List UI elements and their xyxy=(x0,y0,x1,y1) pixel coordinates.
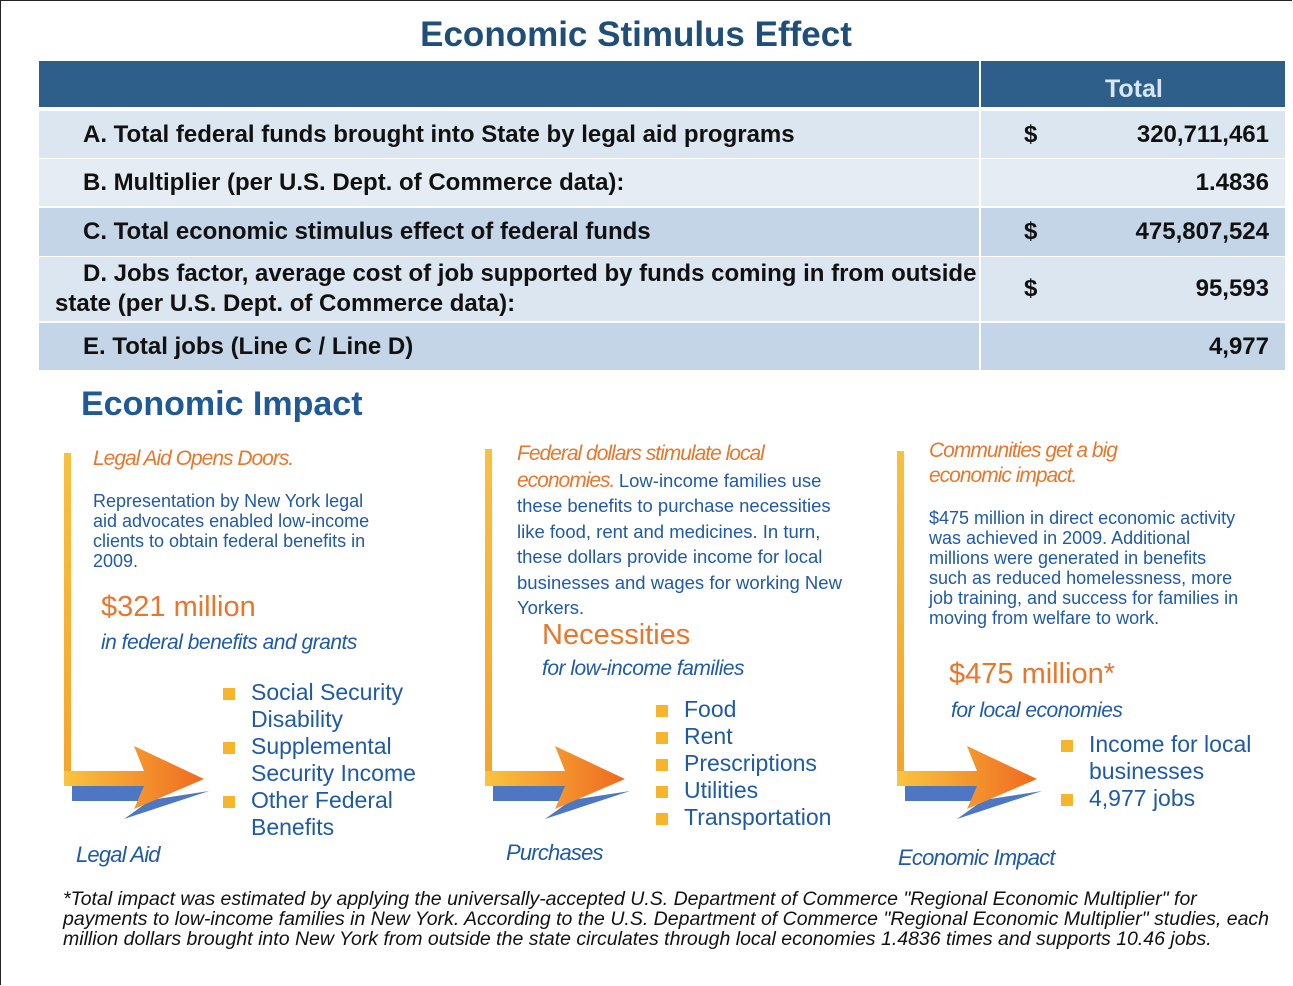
row-value: 95,593 xyxy=(1195,275,1269,302)
column-caption: for local economies xyxy=(951,699,1123,722)
divider xyxy=(979,159,981,206)
table-title: Economic Stimulus Effect xyxy=(420,15,852,54)
arrow-3 xyxy=(897,451,1042,819)
column-heading: Legal Aid Opens Doors. xyxy=(93,447,294,470)
column-text: Federal dollars stimulate local economie… xyxy=(517,441,852,622)
table-header: Total xyxy=(39,61,1285,107)
divider xyxy=(979,323,981,370)
column-label: Legal Aid xyxy=(76,842,161,867)
column-amount: Necessities xyxy=(542,619,691,651)
header-total: Total xyxy=(1105,75,1163,103)
column-heading: Communities get a big economic impact. xyxy=(929,439,1118,487)
bullet-list: Social Security Disability Supplemental S… xyxy=(223,679,423,841)
column-amount: $475 million* xyxy=(949,658,1116,690)
bullet-item: 4,977 jobs xyxy=(1061,785,1281,812)
row-value: 475,807,524 xyxy=(1135,218,1269,245)
bullet-item: Income for local businesses xyxy=(1061,731,1281,785)
column-body: Representation by New York legal aid adv… xyxy=(93,491,370,571)
footnote: *Total impact was estimated by applying … xyxy=(63,888,1270,950)
column-caption: in federal benefits and grants xyxy=(101,631,357,654)
column-amount: $321 million xyxy=(101,591,256,623)
column-label: Purchases xyxy=(506,840,604,865)
table-row: B. Multiplier (per U.S. Dept. of Commerc… xyxy=(39,159,1285,206)
divider xyxy=(979,61,981,107)
bullet-item: Social Security Disability xyxy=(223,679,423,733)
bullet-item: Supplemental Security Income xyxy=(223,733,423,787)
row-currency: $ xyxy=(1024,275,1038,302)
bullet-list: Food Rent Prescriptions Utilities Transporta… xyxy=(656,696,876,831)
bullet-list: Income for local businesses 4,977 jobs xyxy=(1061,731,1281,812)
row-currency: $ xyxy=(1024,218,1038,245)
table-row: D. Jobs factor, average cost of job supp… xyxy=(39,257,1285,321)
row-value: 1.4836 xyxy=(1195,168,1269,196)
arrow-2 xyxy=(485,449,630,819)
row-value: 4,977 xyxy=(1208,332,1269,360)
bullet-item: Other Federal Benefits xyxy=(223,787,423,841)
divider xyxy=(979,111,981,158)
row-label: E. Total jobs (Line C / Line D) xyxy=(83,332,414,360)
column-body: $475 million in direct economic activity… xyxy=(929,508,1239,628)
column-heading: Federal dollars stimulate local economie… xyxy=(517,442,765,492)
table-row: A. Total federal funds brought into Stat… xyxy=(39,111,1285,158)
bullet-item: Prescriptions xyxy=(656,750,876,777)
row-label: A. Total federal funds brought into Stat… xyxy=(83,120,795,148)
column-body: Low-income families use these benefits t… xyxy=(517,469,842,619)
row-value: 320,711,461 xyxy=(1136,120,1269,148)
arrow-1 xyxy=(64,453,209,819)
bullet-item: Rent xyxy=(656,723,876,750)
bullet-item: Food xyxy=(656,696,876,723)
impact-title: Economic Impact xyxy=(81,385,363,423)
row-label: B. Multiplier (per U.S. Dept. of Commerc… xyxy=(83,168,625,196)
row-label: D. Jobs factor, average cost of job supp… xyxy=(55,260,977,317)
divider xyxy=(979,257,981,321)
column-caption: for low-income families xyxy=(542,657,745,680)
row-currency: $ xyxy=(1024,120,1038,148)
divider xyxy=(979,208,981,256)
table-row: C. Total economic stimulus effect of fed… xyxy=(39,208,1285,256)
table-row: E. Total jobs (Line C / Line D) 4,977 xyxy=(39,323,1285,370)
column-label: Economic Impact xyxy=(898,845,1056,870)
bullet-item: Transportation xyxy=(656,804,876,831)
bullet-item: Utilities xyxy=(656,777,876,804)
row-label: C. Total economic stimulus effect of fed… xyxy=(83,218,651,245)
